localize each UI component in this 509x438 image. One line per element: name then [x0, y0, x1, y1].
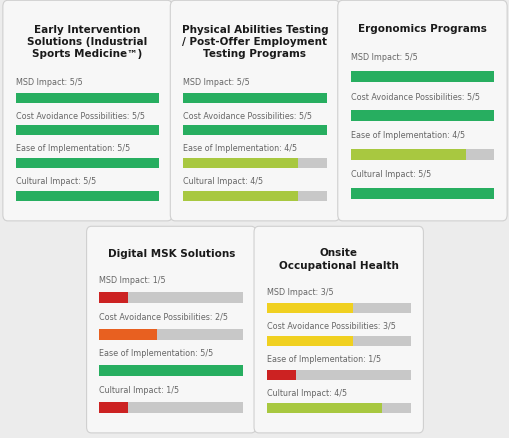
Text: Early Intervention
Solutions (Industrial
Sports Medicine™): Early Intervention Solutions (Industrial…: [27, 25, 148, 59]
Bar: [99, 292, 128, 303]
Bar: [350, 148, 465, 160]
Text: Cost Avoidance Possibilities: 5/5: Cost Avoidance Possibilities: 5/5: [16, 111, 145, 120]
Bar: [266, 336, 352, 346]
Bar: [16, 158, 159, 168]
Text: Physical Abilities Testing
/ Post-Offer Employment
Testing Programs: Physical Abilities Testing / Post-Offer …: [181, 25, 328, 59]
Bar: [266, 403, 381, 413]
Bar: [99, 402, 243, 413]
Bar: [99, 292, 243, 303]
Bar: [350, 71, 493, 82]
Bar: [16, 93, 159, 102]
FancyBboxPatch shape: [87, 226, 256, 433]
Bar: [99, 402, 128, 413]
FancyBboxPatch shape: [337, 0, 506, 221]
Text: MSD Impact: 5/5: MSD Impact: 5/5: [183, 78, 249, 87]
Bar: [16, 191, 159, 201]
Bar: [99, 329, 157, 340]
Bar: [183, 93, 326, 102]
Text: Cost Avoidance Possibilities: 3/5: Cost Avoidance Possibilities: 3/5: [266, 321, 395, 330]
Bar: [99, 365, 243, 376]
Bar: [183, 125, 326, 135]
Bar: [183, 191, 326, 201]
Text: MSD Impact: 5/5: MSD Impact: 5/5: [16, 78, 82, 87]
Text: Cultural Impact: 5/5: Cultural Impact: 5/5: [16, 177, 96, 186]
Text: Cultural Impact: 4/5: Cultural Impact: 4/5: [266, 389, 346, 398]
Bar: [16, 125, 159, 135]
Text: Cost Avoidance Possibilities: 2/5: Cost Avoidance Possibilities: 2/5: [99, 313, 228, 321]
Bar: [350, 188, 493, 199]
Bar: [350, 110, 493, 121]
Bar: [183, 158, 326, 168]
Bar: [183, 93, 326, 102]
Bar: [266, 370, 295, 380]
Bar: [350, 71, 493, 82]
Text: Ease of Implementation: 1/5: Ease of Implementation: 1/5: [266, 355, 380, 364]
Text: Ease of Implementation: 5/5: Ease of Implementation: 5/5: [99, 349, 213, 358]
Bar: [183, 125, 326, 135]
Bar: [266, 303, 410, 313]
Text: Onsite
Occupational Health: Onsite Occupational Health: [278, 248, 398, 271]
Bar: [16, 125, 159, 135]
Text: Ease of Implementation: 4/5: Ease of Implementation: 4/5: [350, 131, 464, 141]
Bar: [16, 93, 159, 102]
Text: Cultural Impact: 1/5: Cultural Impact: 1/5: [99, 385, 179, 395]
Text: Cost Avoidance Possibilities: 5/5: Cost Avoidance Possibilities: 5/5: [350, 92, 478, 101]
Bar: [266, 403, 410, 413]
Bar: [99, 329, 243, 340]
Bar: [266, 336, 410, 346]
Text: Ease of Implementation: 5/5: Ease of Implementation: 5/5: [16, 144, 130, 153]
Bar: [183, 191, 298, 201]
Text: MSD Impact: 1/5: MSD Impact: 1/5: [99, 276, 165, 285]
FancyBboxPatch shape: [3, 0, 172, 221]
Text: MSD Impact: 5/5: MSD Impact: 5/5: [350, 53, 416, 62]
Bar: [350, 148, 493, 160]
Bar: [350, 188, 493, 199]
Text: MSD Impact: 3/5: MSD Impact: 3/5: [266, 288, 333, 297]
Bar: [16, 191, 159, 201]
Text: Ease of Implementation: 4/5: Ease of Implementation: 4/5: [183, 144, 297, 153]
Text: Cost Avoidance Possibilities: 5/5: Cost Avoidance Possibilities: 5/5: [183, 111, 312, 120]
Bar: [99, 365, 243, 376]
Bar: [16, 158, 159, 168]
Text: Cultural Impact: 5/5: Cultural Impact: 5/5: [350, 170, 430, 180]
Text: Digital MSK Solutions: Digital MSK Solutions: [107, 249, 235, 258]
Bar: [266, 303, 352, 313]
FancyBboxPatch shape: [170, 0, 339, 221]
FancyBboxPatch shape: [253, 226, 422, 433]
Bar: [266, 370, 410, 380]
Bar: [183, 158, 298, 168]
Text: Ergonomics Programs: Ergonomics Programs: [357, 25, 486, 35]
Text: Cultural Impact: 4/5: Cultural Impact: 4/5: [183, 177, 263, 186]
Bar: [350, 110, 493, 121]
